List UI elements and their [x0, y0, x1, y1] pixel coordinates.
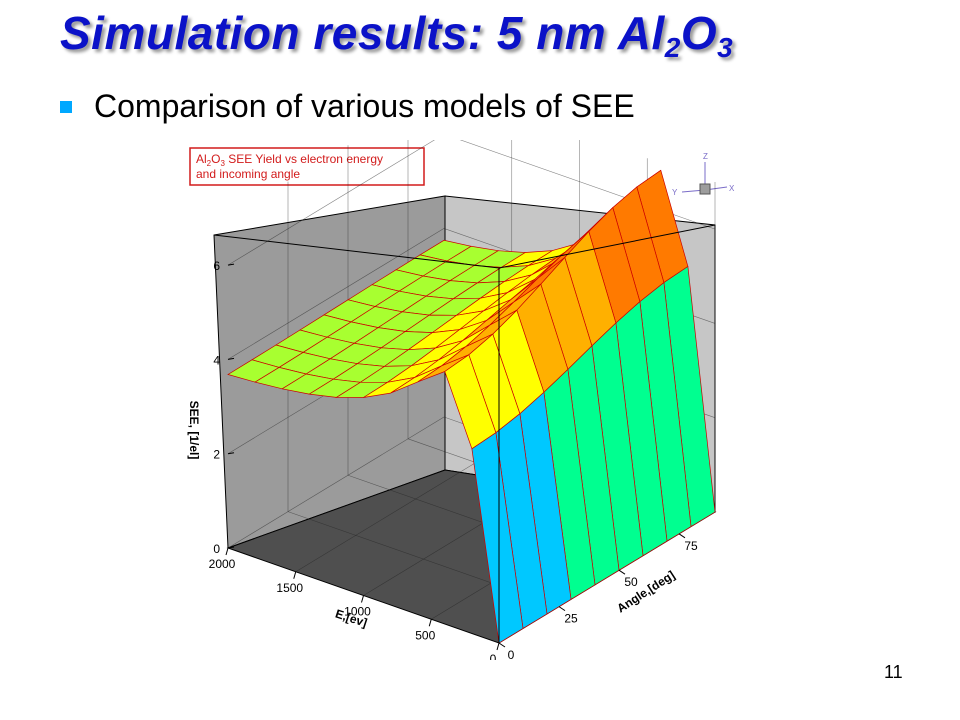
y-tick-mark: [618, 569, 626, 575]
x-tick-mark: [293, 571, 297, 579]
x-tick-label: 1500: [276, 581, 303, 595]
gizmo-x-label: X: [729, 184, 735, 193]
y-tick-mark: [558, 606, 566, 612]
x-tick-label: 500: [415, 628, 435, 642]
legend-line-2: and incoming angle: [196, 167, 300, 181]
z-tick-label: 0: [213, 542, 220, 556]
x-tick-mark: [225, 547, 229, 556]
bullet-item: Comparison of various models of SEE: [60, 88, 635, 125]
page-number: 11: [884, 662, 903, 682]
y-tick-mark: [498, 642, 506, 648]
bullet-text: Comparison of various models of SEE: [94, 88, 635, 124]
z-tick-mark: [227, 452, 235, 455]
x-tick-mark: [496, 642, 500, 651]
y-tick-label: 50: [624, 575, 638, 589]
slide-title: Simulation results: 5 nm Al2O3: [60, 7, 734, 63]
y-tick-mark: [678, 533, 686, 539]
z-tick-mark: [227, 357, 235, 360]
orientation-axes-icon: Z Y X: [672, 152, 735, 197]
z-tick-label: 2: [213, 448, 220, 462]
plot-box-front-edges: [213, 224, 716, 643]
z-tick-mark: [227, 546, 235, 549]
see-surface-chart: Al2O3 SEE Yield vs electron energy and i…: [187, 140, 735, 660]
x-tick-mark: [361, 595, 364, 603]
square-bullet-icon: [60, 100, 72, 113]
z-tick-label: 4: [213, 353, 220, 367]
surface-cell: [471, 432, 524, 644]
x-tick-label: 0: [490, 652, 497, 660]
gizmo-y-label: Y: [672, 188, 678, 197]
z-axis-label: SEE, [1/el]: [187, 401, 201, 460]
x-tick-mark: [428, 619, 432, 627]
gizmo-z-label: Z: [703, 152, 708, 161]
y-tick-label: 0: [508, 648, 515, 660]
z-tick-mark: [227, 263, 235, 266]
z-tick-label: 6: [213, 259, 220, 273]
y-tick-label: 75: [684, 539, 698, 553]
chart-legend-box: Al2O3 SEE Yield vs electron energy and i…: [189, 147, 425, 186]
y-tick-label: 25: [564, 612, 578, 626]
x-tick-label: 2000: [209, 557, 236, 571]
legend-line-1: Al2O3 SEE Yield vs electron energy: [196, 152, 383, 168]
x-tick-label: 1000: [344, 605, 371, 619]
